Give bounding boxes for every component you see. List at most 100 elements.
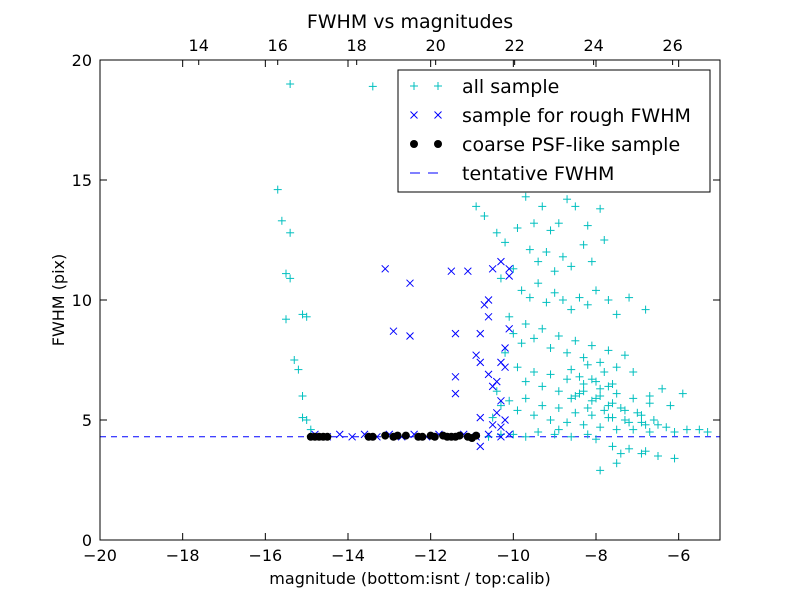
data-point [368, 82, 377, 91]
data-point [497, 423, 505, 432]
data-point [567, 365, 576, 374]
top-x-tick-label: 14 [189, 36, 209, 55]
data-point [575, 372, 584, 381]
data-point [579, 420, 588, 429]
legend-swatch [434, 82, 442, 90]
data-point [583, 430, 592, 439]
data-point [282, 315, 290, 324]
data-point [381, 264, 390, 273]
data-point [658, 384, 667, 393]
data-point [608, 399, 617, 408]
data-point [472, 351, 480, 360]
data-point [492, 387, 501, 396]
data-point [612, 310, 621, 319]
data-point [550, 430, 559, 439]
data-point [530, 411, 538, 420]
data-point [583, 300, 592, 309]
data-point [501, 344, 509, 352]
series-2 [306, 431, 481, 442]
legend-item: all sample [410, 76, 559, 98]
data-point [277, 216, 286, 225]
legend-item: tentative FWHM [410, 163, 614, 185]
data-point [488, 413, 497, 422]
data-point [480, 212, 489, 220]
data-point [620, 416, 629, 424]
legend-label: coarse PSF-like sample [462, 134, 680, 156]
data-point [641, 305, 650, 314]
data-point [575, 389, 584, 398]
data-point [525, 293, 534, 302]
data-point [641, 447, 650, 456]
legend-item: coarse PSF-like sample [410, 134, 680, 156]
legend-label: sample for rough FWHM [462, 105, 691, 127]
legend-swatch [410, 140, 418, 148]
series-1 [311, 257, 514, 451]
data-point [476, 442, 485, 451]
legend-swatch [434, 111, 442, 119]
data-point [501, 238, 510, 247]
data-point [513, 406, 522, 415]
data-point [496, 401, 505, 410]
data-point [612, 459, 621, 468]
data-point [666, 401, 675, 410]
data-point [530, 334, 538, 343]
data-point [451, 432, 460, 441]
data-point [521, 320, 530, 328]
data-point [505, 312, 514, 321]
data-point [509, 264, 518, 273]
data-point [492, 408, 501, 417]
legend-swatch [410, 111, 418, 119]
data-point [571, 408, 580, 417]
data-point [596, 466, 605, 475]
data-point [592, 435, 600, 444]
data-point [302, 416, 311, 424]
data-point [596, 204, 605, 213]
x-tick-label: −16 [248, 546, 282, 565]
data-point [534, 257, 543, 266]
top-x-tick-label: 18 [347, 36, 367, 55]
data-point [563, 195, 572, 204]
data-point [596, 384, 605, 393]
data-point [592, 394, 600, 403]
data-point [497, 257, 505, 266]
data-point [290, 356, 299, 364]
data-point [550, 267, 559, 276]
data-point [592, 377, 600, 386]
data-point [525, 245, 534, 254]
data-point [546, 416, 555, 424]
data-point [505, 396, 514, 405]
data-point [546, 370, 555, 379]
x-axis-label: magnitude (bottom:isnt / top:calib) [269, 569, 550, 588]
data-point [496, 274, 505, 283]
data-point [286, 228, 295, 237]
data-point [587, 375, 596, 384]
data-point [554, 332, 563, 340]
chart-title: FWHM vs magnitudes [307, 11, 513, 33]
data-point [517, 286, 526, 295]
data-point [294, 365, 303, 374]
data-point [501, 416, 509, 424]
data-point [654, 452, 662, 460]
legend-label: tentative FWHM [462, 163, 614, 185]
data-point [451, 329, 460, 338]
x-tick-label: −14 [331, 546, 365, 565]
data-point [521, 394, 530, 403]
y-tick-label: 15 [72, 171, 92, 190]
y-tick-label: 5 [82, 411, 92, 430]
data-point [563, 375, 572, 384]
data-point [348, 432, 356, 441]
data-point [513, 224, 522, 232]
legend-label: all sample [462, 76, 559, 98]
data-point [542, 248, 551, 256]
data-point [447, 267, 456, 276]
data-point [633, 408, 642, 417]
top-x-tick-label: 20 [425, 36, 445, 55]
x-tick-label: −18 [166, 546, 200, 565]
x-tick-label: −10 [496, 546, 530, 565]
data-point [306, 425, 315, 434]
data-point [389, 327, 398, 336]
data-point [298, 392, 307, 400]
x-tick-label: −12 [414, 546, 448, 565]
data-point [596, 358, 605, 367]
